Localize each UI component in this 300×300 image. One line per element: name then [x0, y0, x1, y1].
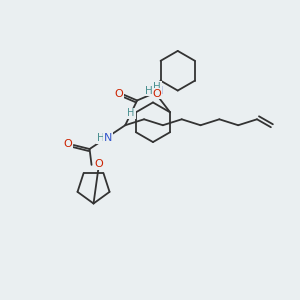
Text: H: H — [97, 133, 104, 143]
Text: H: H — [153, 82, 161, 92]
Text: O: O — [114, 88, 123, 98]
Text: N: N — [155, 85, 163, 96]
Text: H: H — [145, 85, 153, 96]
Text: O: O — [94, 159, 103, 169]
Text: O: O — [153, 88, 161, 98]
Text: H: H — [128, 108, 135, 118]
Text: O: O — [63, 139, 72, 149]
Text: N: N — [104, 133, 112, 143]
